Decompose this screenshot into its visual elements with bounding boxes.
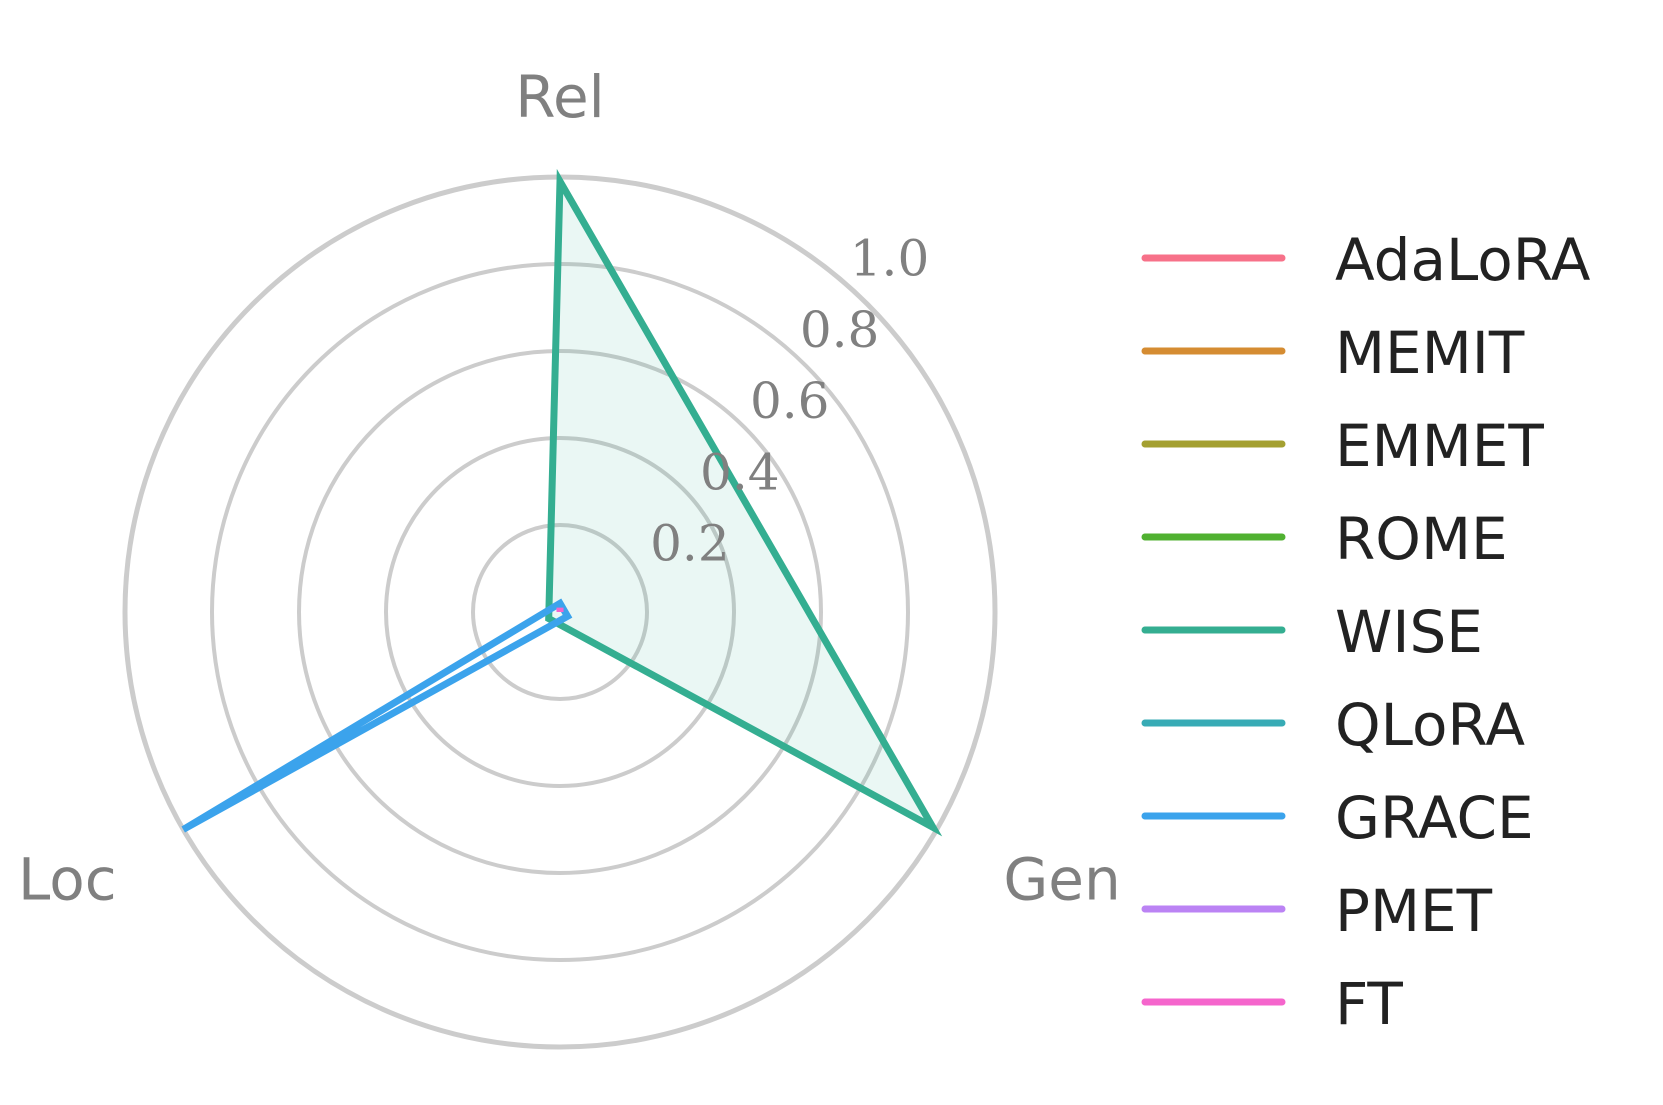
series-wise (545, 168, 943, 837)
legend-label-grace: GRACE (1335, 784, 1534, 852)
axis-label-gen: Gen (1003, 846, 1120, 914)
legend-label-emmet: EMMET (1335, 412, 1544, 480)
radial-tick-label: 0.4 (700, 443, 780, 501)
legend-label-qlora: QLoRA (1335, 691, 1525, 759)
legend-label-rome: ROME (1335, 505, 1508, 573)
series-layer (181, 168, 943, 837)
legend-label-adalora: AdaLoRA (1335, 226, 1591, 294)
radial-tick-label: 0.2 (650, 515, 730, 573)
axis-label-rel: Rel (515, 63, 605, 131)
axis-label-loc: Loc (18, 846, 117, 914)
axis-labels: Rel Gen Loc (18, 63, 1121, 914)
series-grace (181, 598, 573, 833)
radial-tick-labels: 0.2 0.4 0.6 0.8 1.0 (650, 230, 929, 573)
legend-label-ft: FT (1335, 970, 1403, 1038)
radial-tick-label: 1.0 (850, 230, 930, 288)
radial-tick-label: 0.6 (750, 372, 830, 430)
legend-label-memit: MEMIT (1335, 319, 1525, 387)
legend-label-pmet: PMET (1335, 877, 1493, 945)
legend: AdaLoRA MEMIT EMMET ROME WISE QLoRA GRACE PMET F… (1141, 226, 1591, 1038)
grid-circle (297, 349, 823, 875)
radial-tick-label: 0.8 (800, 301, 880, 359)
legend-label-wise: WISE (1335, 598, 1483, 666)
grid-circle (471, 523, 649, 701)
grid-circle (384, 436, 736, 788)
